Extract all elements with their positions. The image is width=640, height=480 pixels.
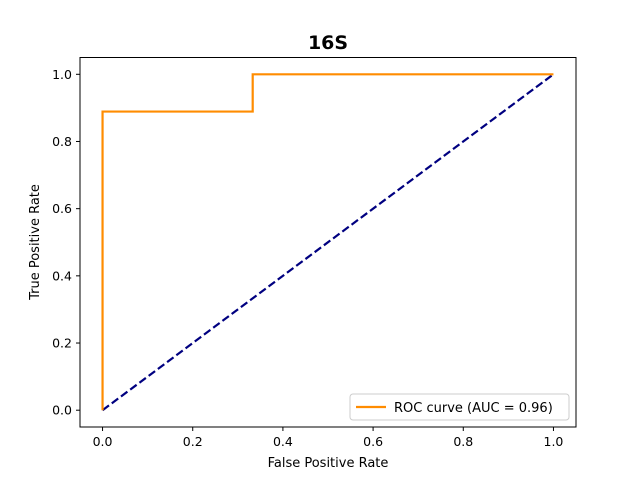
y-axis-ticks: 0.0 0.2 0.4 0.6 0.8 1.0 bbox=[52, 67, 80, 418]
legend-label-roc-curve: ROC curve (AUC = 0.96) bbox=[394, 401, 553, 416]
legend-box bbox=[349, 393, 570, 421]
x-axis-ticks: 0.0 0.2 0.4 0.6 0.8 1.0 bbox=[93, 427, 564, 449]
plot-lines bbox=[101, 73, 555, 412]
legend: ROC curve (AUC = 0.96) bbox=[349, 393, 570, 421]
x-tick-label: 0.0 bbox=[93, 434, 113, 449]
roc-curve-line bbox=[101, 73, 554, 411]
y-tick-label: 1.0 bbox=[52, 67, 72, 82]
x-tick-label: 0.2 bbox=[183, 434, 203, 449]
plot-frame bbox=[79, 57, 577, 428]
y-tick-label: 0.8 bbox=[52, 134, 72, 149]
chance-diagonal-line bbox=[101, 73, 555, 412]
y-tick-label: 0.0 bbox=[52, 403, 72, 418]
x-tick-label: 0.6 bbox=[363, 434, 383, 449]
y-tick-label: 0.2 bbox=[52, 336, 72, 351]
x-axis-label: False Positive Rate bbox=[268, 456, 389, 471]
y-tick-label: 0.4 bbox=[52, 268, 72, 283]
x-tick-label: 0.8 bbox=[453, 434, 473, 449]
x-tick-label: 1.0 bbox=[544, 434, 564, 449]
y-tick-label: 0.6 bbox=[52, 201, 72, 216]
chart-title: 16S bbox=[308, 32, 348, 54]
x-tick-label: 0.4 bbox=[273, 434, 293, 449]
y-axis-label: True Positive Rate bbox=[28, 184, 43, 301]
